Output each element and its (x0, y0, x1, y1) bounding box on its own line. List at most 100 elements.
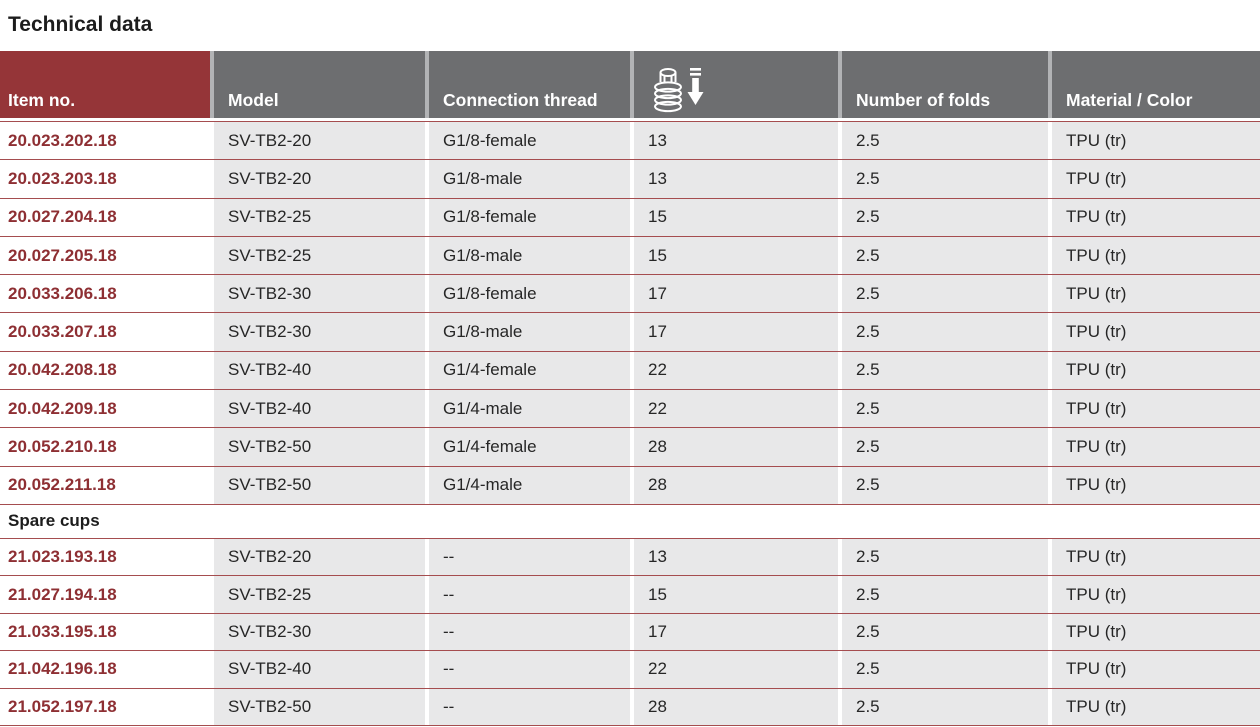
connection-thread-cell: G1/8-male (429, 236, 630, 275)
model-cell: SV-TB2-25 (214, 576, 425, 613)
model-cell: SV-TB2-30 (214, 613, 425, 651)
model-cell: SV-TB2-30 (214, 275, 425, 313)
item-no-cell: 20.052.211.18 (0, 466, 210, 504)
column-header-connection-thread: Connection thread (429, 51, 630, 118)
table-row: 21.027.194.18 SV-TB2-25 -- 15 2.5 TPU (tr) (0, 576, 1260, 614)
cup-height-cell: 15 (634, 576, 838, 613)
model-cell: SV-TB2-20 (214, 122, 425, 160)
section-label: Spare cups (8, 511, 100, 531)
cup-height-cell: 28 (634, 688, 838, 725)
model-cell: SV-TB2-25 (214, 236, 425, 275)
table-row: 20.052.210.18 SV-TB2-50 G1/4-female 28 2.5 TP… (0, 428, 1260, 467)
folds-cell: 2.5 (842, 538, 1048, 576)
material-cell: TPU (tr) (1052, 538, 1260, 576)
connection-thread-cell: G1/8-male (429, 160, 630, 198)
connection-thread-cell: -- (429, 651, 630, 688)
material-cell: TPU (tr) (1052, 351, 1260, 390)
column-header-model: Model (214, 51, 425, 118)
column-header-cup-height (634, 51, 838, 118)
material-cell: TPU (tr) (1052, 428, 1260, 466)
header-body-gap (0, 118, 1260, 121)
model-cell: SV-TB2-40 (214, 651, 425, 688)
column-header-label: Material / Color (1066, 90, 1193, 110)
connection-thread-cell: -- (429, 688, 630, 725)
table-row: 20.033.207.18 SV-TB2-30 G1/8-male 17 2.5 TPU … (0, 313, 1260, 352)
cup-height-cell: 17 (634, 275, 838, 313)
item-no-cell: 21.023.193.18 (0, 538, 210, 576)
table-row: 21.052.197.18 SV-TB2-50 -- 28 2.5 TPU (tr) (0, 688, 1260, 726)
material-cell: TPU (tr) (1052, 198, 1260, 236)
material-cell: TPU (tr) (1052, 122, 1260, 160)
table-row: 20.052.211.18 SV-TB2-50 G1/4-male 28 2.5 TPU … (0, 466, 1260, 505)
table-row: 21.023.193.18 SV-TB2-20 -- 13 2.5 TPU (tr) (0, 538, 1260, 577)
folds-cell: 2.5 (842, 351, 1048, 390)
folds-cell: 2.5 (842, 198, 1048, 236)
cup-height-cell: 13 (634, 160, 838, 198)
table-row: 20.023.202.18 SV-TB2-20 G1/8-female 13 2.5 TP… (0, 122, 1260, 161)
column-header-label: Number of folds (856, 90, 991, 110)
item-no-cell: 21.033.195.18 (0, 613, 210, 651)
material-cell: TPU (tr) (1052, 160, 1260, 198)
column-header-material-color: Material / Color (1052, 51, 1260, 118)
cup-height-cell: 17 (634, 613, 838, 651)
cup-height-cell: 17 (634, 313, 838, 351)
connection-thread-cell: G1/4-male (429, 390, 630, 428)
folds-cell: 2.5 (842, 428, 1048, 466)
connection-thread-cell: G1/8-female (429, 275, 630, 313)
material-cell: TPU (tr) (1052, 688, 1260, 725)
item-no-cell: 20.033.207.18 (0, 313, 210, 351)
material-cell: TPU (tr) (1052, 613, 1260, 651)
table-row: 20.033.206.18 SV-TB2-30 G1/8-female 17 2.5 TP… (0, 275, 1260, 314)
connection-thread-cell: G1/8-female (429, 198, 630, 236)
item-no-cell: 20.042.209.18 (0, 390, 210, 428)
item-no-cell: 21.042.196.18 (0, 651, 210, 688)
model-cell: SV-TB2-20 (214, 538, 425, 576)
model-cell: SV-TB2-50 (214, 688, 425, 725)
cup-height-cell: 13 (634, 122, 838, 160)
table-row: 20.027.204.18 SV-TB2-25 G1/8-female 15 2.5 TP… (0, 198, 1260, 237)
model-cell: SV-TB2-40 (214, 390, 425, 428)
model-cell: SV-TB2-50 (214, 428, 425, 466)
connection-thread-cell: -- (429, 538, 630, 576)
connection-thread-cell: -- (429, 613, 630, 651)
connection-thread-cell: G1/8-male (429, 313, 630, 351)
table-row: 20.027.205.18 SV-TB2-25 G1/8-male 15 2.5 TPU … (0, 236, 1260, 276)
cup-height-cell: 22 (634, 390, 838, 428)
item-no-cell: 20.027.205.18 (0, 236, 210, 275)
cup-height-cell: 22 (634, 351, 838, 390)
cup-height-cell: 15 (634, 236, 838, 275)
folds-cell: 2.5 (842, 160, 1048, 198)
column-header-label: Item no. (8, 90, 76, 110)
column-header-label: Model (228, 90, 279, 110)
item-no-cell: 20.033.206.18 (0, 275, 210, 313)
table-row: 20.042.209.18 SV-TB2-40 G1/4-male 22 2.5 TPU … (0, 390, 1260, 429)
folds-cell: 2.5 (842, 390, 1048, 428)
item-no-cell: 21.052.197.18 (0, 688, 210, 725)
model-cell: SV-TB2-20 (214, 160, 425, 198)
folds-cell: 2.5 (842, 576, 1048, 613)
folds-cell: 2.5 (842, 613, 1048, 651)
item-no-cell: 20.042.208.18 (0, 351, 210, 390)
material-cell: TPU (tr) (1052, 313, 1260, 351)
material-cell: TPU (tr) (1052, 466, 1260, 504)
cup-height-cell: 22 (634, 651, 838, 688)
material-cell: TPU (tr) (1052, 651, 1260, 688)
connection-thread-cell: G1/8-female (429, 122, 630, 160)
column-header-item-no: Item no. (0, 51, 210, 118)
table-row: 20.042.208.18 SV-TB2-40 G1/4-female 22 2.5 TP… (0, 351, 1260, 391)
folds-cell: 2.5 (842, 688, 1048, 725)
item-no-cell: 20.052.210.18 (0, 428, 210, 466)
folds-cell: 2.5 (842, 275, 1048, 313)
folds-cell: 2.5 (842, 313, 1048, 351)
model-cell: SV-TB2-50 (214, 466, 425, 504)
table-row: 21.033.195.18 SV-TB2-30 -- 17 2.5 TPU (tr) (0, 613, 1260, 652)
connection-thread-cell: G1/4-male (429, 466, 630, 504)
cup-height-cell: 15 (634, 198, 838, 236)
folds-cell: 2.5 (842, 466, 1048, 504)
material-cell: TPU (tr) (1052, 390, 1260, 428)
cup-height-cell: 28 (634, 428, 838, 466)
suction-cup-height-icon (648, 67, 706, 113)
table-body-spare-cups: 21.023.193.18 SV-TB2-20 -- 13 2.5 TPU (tr) 21.… (0, 538, 1260, 726)
section-row-spare-cups: Spare cups (0, 504, 1260, 539)
connection-thread-cell: G1/4-female (429, 351, 630, 390)
